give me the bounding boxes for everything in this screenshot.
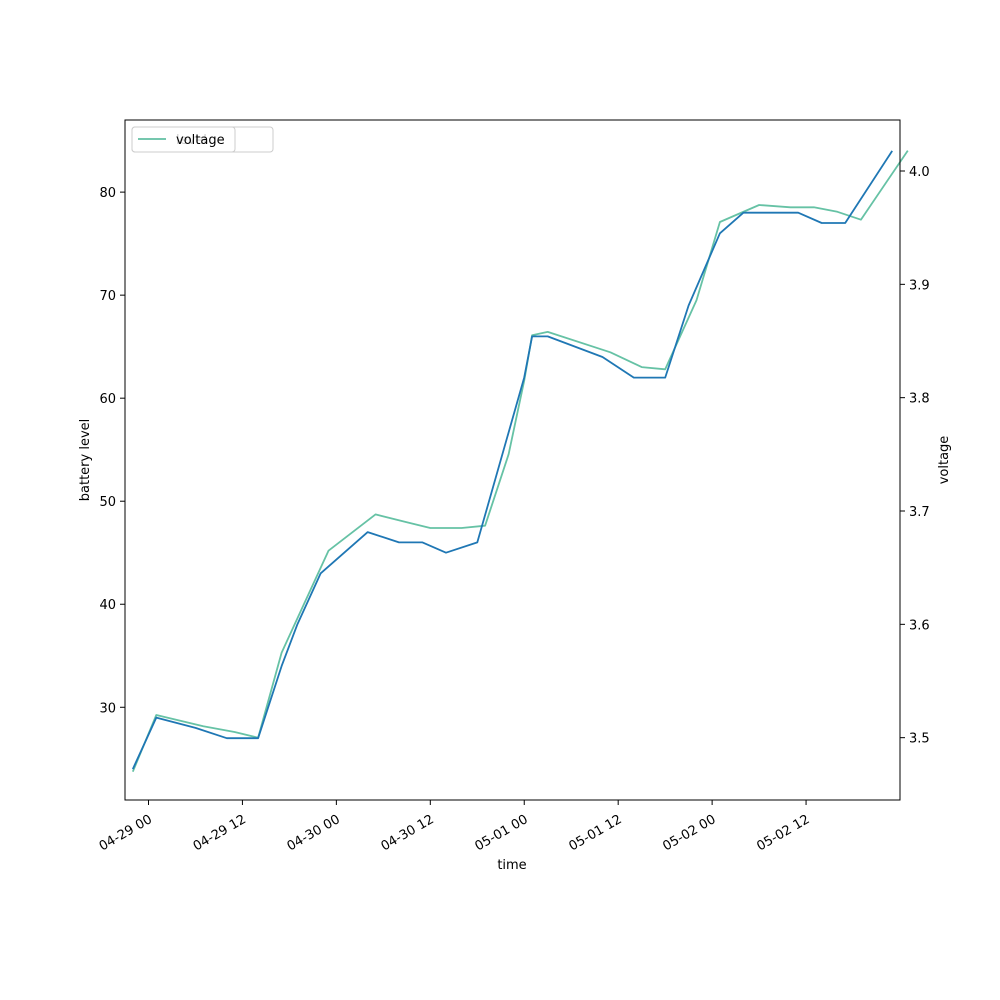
legend-label-voltage: voltage [176,133,225,148]
x-tick-label: 04-29 12 [191,812,249,854]
right-y-tick-label: 3.7 [909,505,930,520]
x-tick-label: 04-30 12 [379,812,437,854]
series-line-voltage [131,150,909,773]
x-tick-label: 05-01 12 [566,812,624,854]
series-line-level [131,150,893,770]
left-y-tick-label: 50 [99,495,116,510]
right-y-tick-label: 3.5 [909,732,930,747]
x-tick-label: 04-30 00 [285,812,343,854]
x-tick-label: 04-29 00 [97,812,155,854]
left-y-tick-label: 30 [99,701,116,716]
legend-box-voltage [131,126,236,153]
x-tick-label: 05-01 00 [473,812,531,854]
x-axis-label: time [497,858,526,873]
right-y-tick-label: 4.0 [909,165,930,180]
right-y-tick-label: 3.8 [909,392,930,407]
left-y-tick-label: 70 [99,289,116,304]
x-tick-label: 05-02 12 [754,812,812,854]
right-y-axis-label: voltage [937,436,952,485]
plot-area [131,150,909,773]
left-y-tick-label: 80 [99,186,116,201]
left-y-tick-label: 60 [99,392,116,407]
left-y-axis-label: battery level [78,419,93,502]
left-y-tick-label: 40 [99,598,116,613]
axes: 04-29 00 04-29 12 04-30 00 04-30 12 05-01 00… [97,119,930,854]
x-tick-label: 05-02 00 [660,812,718,854]
plot-frame [124,119,901,801]
right-y-tick-label: 3.9 [909,278,930,293]
right-y-tick-label: 3.6 [909,618,930,633]
